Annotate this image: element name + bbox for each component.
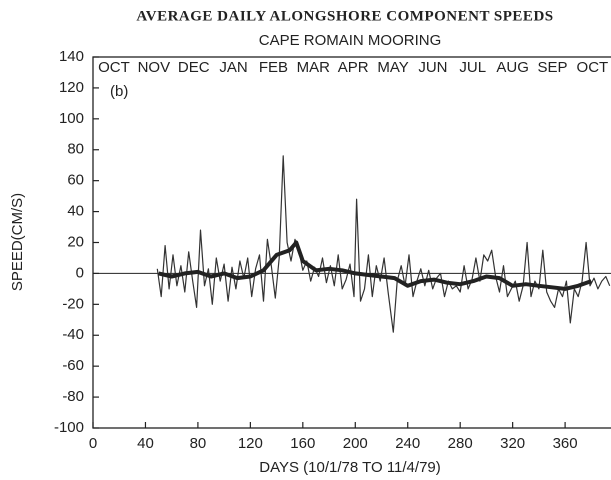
- x-tick-label: 0: [89, 435, 97, 452]
- month-label: MAY: [377, 59, 408, 76]
- x-axis-label: DAYS (10/1/78 TO 11/4/79): [259, 459, 441, 476]
- series-line: [158, 240, 592, 291]
- series-line: [156, 155, 611, 333]
- y-tick-label: 20: [67, 233, 84, 250]
- month-label: AUG: [496, 59, 529, 76]
- month-label: JUL: [459, 59, 486, 76]
- month-label: DEC: [178, 59, 210, 76]
- x-tick-label: 40: [137, 435, 154, 452]
- month-label: APR: [338, 59, 369, 76]
- y-tick-label: -20: [62, 295, 84, 312]
- y-tick-label: -100: [54, 419, 84, 436]
- month-label: MAR: [297, 59, 331, 76]
- x-tick-label: 360: [553, 435, 578, 452]
- annotation: (b): [110, 83, 128, 100]
- y-tick-label: 120: [59, 79, 84, 96]
- x-tick-label: 80: [190, 435, 207, 452]
- y-tick-label: 140: [59, 48, 84, 65]
- month-label: JAN: [219, 59, 247, 76]
- y-tick-label: -60: [62, 357, 84, 374]
- y-tick-label: 40: [67, 203, 84, 220]
- chart-title: AVERAGE DAILY ALONGSHORE COMPONENT SPEED…: [136, 8, 553, 24]
- month-label: OCT: [98, 59, 130, 76]
- y-tick-label: 80: [67, 141, 84, 158]
- month-label: OCT: [577, 59, 609, 76]
- month-label: SEP: [538, 59, 568, 76]
- y-tick-label: 60: [67, 172, 84, 189]
- month-label: FEB: [259, 59, 288, 76]
- x-tick-label: 240: [395, 435, 420, 452]
- y-tick-label: -80: [62, 388, 84, 405]
- chart-subtitle: CAPE ROMAIN MOORING: [259, 32, 442, 49]
- x-tick-label: 280: [448, 435, 473, 452]
- x-tick-label: 120: [238, 435, 263, 452]
- x-tick-label: 160: [290, 435, 315, 452]
- y-tick-label: 100: [59, 110, 84, 127]
- month-label: NOV: [138, 59, 171, 76]
- x-tick-label: 320: [500, 435, 525, 452]
- y-tick-label: 0: [76, 264, 84, 281]
- plot-frame: [92, 56, 611, 429]
- month-label: JUN: [418, 59, 447, 76]
- y-axis-label: SPEED(CM/S): [9, 193, 26, 291]
- y-tick-label: -40: [62, 326, 84, 343]
- x-tick-label: 200: [343, 435, 368, 452]
